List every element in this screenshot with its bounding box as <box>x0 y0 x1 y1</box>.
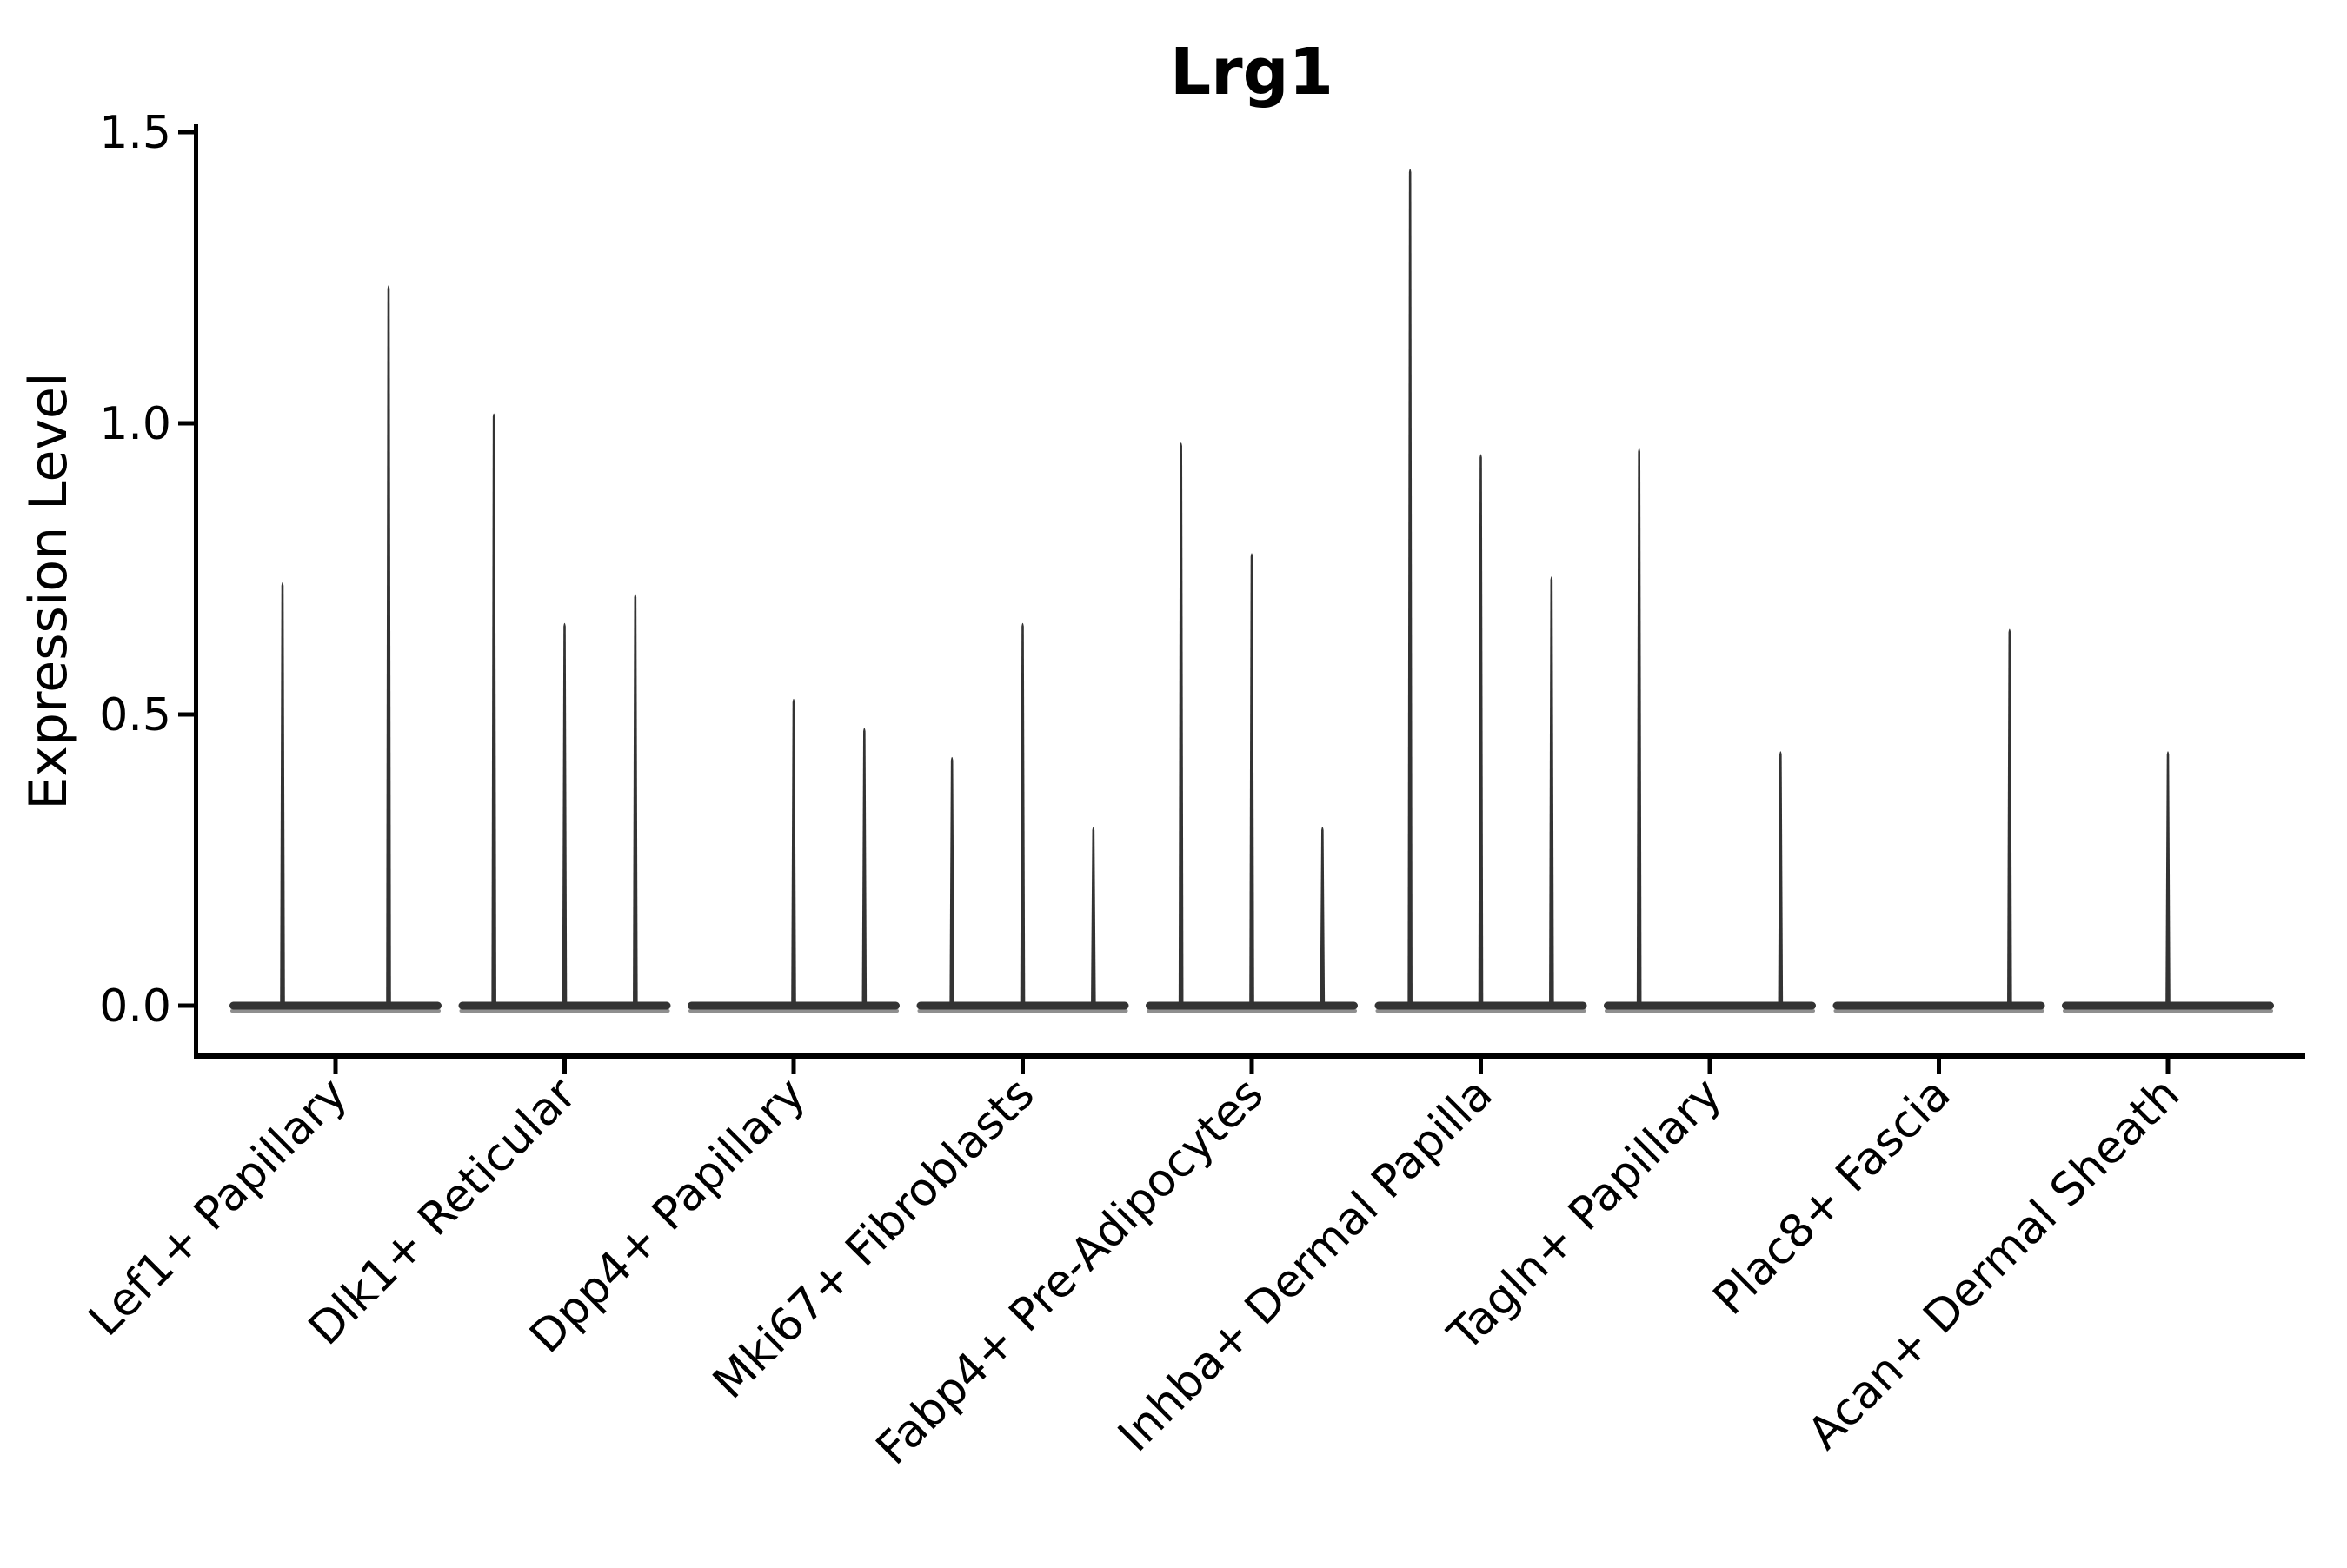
violin-spike <box>791 698 796 1005</box>
violin-spike <box>386 285 391 1005</box>
x-tick-mark <box>791 1059 796 1074</box>
x-axis-spine <box>194 1053 2305 1059</box>
x-tick-label: Plac8+ Fascia <box>1704 1068 1961 1325</box>
violin-baseline <box>2062 1001 2274 1010</box>
violin-spike <box>562 622 568 1005</box>
x-tick-label: Fabp4+ Pre-Adipocytes <box>867 1068 1273 1475</box>
x-tick-label: Inhba+ Dermal Papilla <box>1108 1068 1502 1462</box>
violin-spike <box>1320 827 1326 1005</box>
y-axis-spine <box>194 124 198 1059</box>
y-tick-label: 1.5 <box>99 107 171 159</box>
violin-baseline <box>916 1001 1129 1010</box>
x-tick-label: Acan+ Dermal Sheath <box>1798 1068 2191 1460</box>
violin-spike <box>1091 827 1096 1005</box>
y-tick-mark <box>178 130 194 135</box>
violin-baseline <box>229 1001 442 1010</box>
violin-baseline-shadow <box>1147 1009 1357 1013</box>
violin-baseline-shadow <box>917 1009 1128 1013</box>
violin-group <box>1604 448 1816 1013</box>
x-tick-mark <box>1937 1059 1941 1074</box>
violin-spike <box>861 728 868 1005</box>
violin-baseline <box>458 1001 671 1010</box>
violin-baseline-shadow <box>688 1009 899 1013</box>
y-tick-mark <box>178 712 194 717</box>
violin-spike <box>491 413 496 1006</box>
violin-group <box>229 285 442 1013</box>
violin-group <box>688 698 900 1013</box>
violin-baseline-shadow <box>459 1009 670 1013</box>
plot-title: Lrg1 <box>1170 35 1333 110</box>
x-tick-mark <box>1707 1059 1712 1074</box>
violin-spike <box>2007 628 2012 1005</box>
y-tick-mark <box>178 421 194 426</box>
violin-spike <box>280 581 285 1005</box>
violin-baseline <box>1604 1001 1816 1010</box>
violin-baseline-shadow <box>1605 1009 1815 1013</box>
violin-baseline <box>1832 1001 2045 1010</box>
y-tick-label: 1.0 <box>99 398 171 450</box>
violin-group <box>1374 169 1587 1013</box>
violin-group <box>2062 751 2274 1013</box>
violin-group <box>916 622 1129 1013</box>
x-tick-mark <box>1021 1059 1025 1074</box>
violin-baseline-shadow <box>230 1009 441 1013</box>
y-axis-label: Expression Level <box>18 372 79 809</box>
violin-spike <box>1549 576 1554 1005</box>
violin-spike <box>2165 751 2171 1005</box>
violin-baseline <box>1146 1001 1358 1010</box>
violin-spike <box>1178 442 1184 1005</box>
violin-spike <box>1249 553 1254 1005</box>
violin-baseline-shadow <box>2063 1009 2273 1013</box>
x-tick-mark <box>333 1059 338 1074</box>
violin-spike <box>1407 169 1413 1005</box>
violin-group <box>1146 442 1358 1013</box>
violin-spike <box>1778 751 1784 1005</box>
violin-baseline <box>688 1001 900 1010</box>
y-tick-mark <box>178 1003 194 1008</box>
violin-group <box>1832 628 2045 1013</box>
violin-spike <box>1636 448 1642 1005</box>
violin-baseline-shadow <box>1375 1009 1586 1013</box>
violin-spike <box>1020 622 1026 1005</box>
violin-baseline <box>1374 1001 1587 1010</box>
violin-baseline-shadow <box>1833 1009 2044 1013</box>
violin-layer <box>229 169 2274 1013</box>
y-tick-label: 0.5 <box>99 689 171 741</box>
y-tick-label: 0.0 <box>99 980 171 1033</box>
x-tick-mark <box>2165 1059 2171 1074</box>
x-tick-mark <box>562 1059 567 1074</box>
x-tick-mark <box>1249 1059 1254 1074</box>
violin-group <box>458 413 671 1013</box>
violin-spike <box>1478 454 1484 1005</box>
violin-spike <box>949 756 954 1005</box>
x-tick-mark <box>1479 1059 1483 1074</box>
violin-spike <box>633 594 638 1005</box>
